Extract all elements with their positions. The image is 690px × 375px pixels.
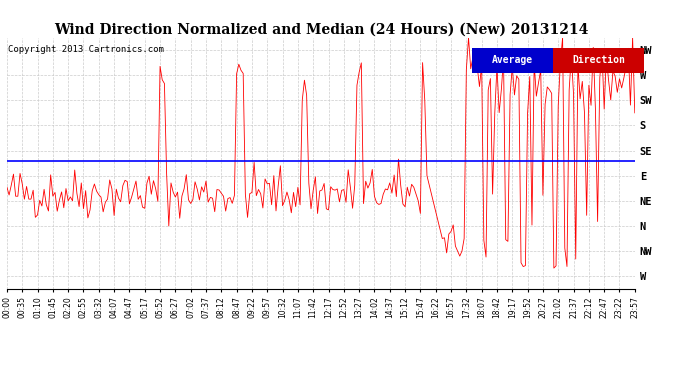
FancyBboxPatch shape (471, 48, 553, 73)
Title: Wind Direction Normalized and Median (24 Hours) (New) 20131214: Wind Direction Normalized and Median (24… (54, 22, 588, 36)
FancyBboxPatch shape (553, 48, 644, 73)
Text: Direction: Direction (572, 55, 625, 65)
Text: Copyright 2013 Cartronics.com: Copyright 2013 Cartronics.com (8, 45, 164, 54)
Text: Average: Average (492, 55, 533, 65)
